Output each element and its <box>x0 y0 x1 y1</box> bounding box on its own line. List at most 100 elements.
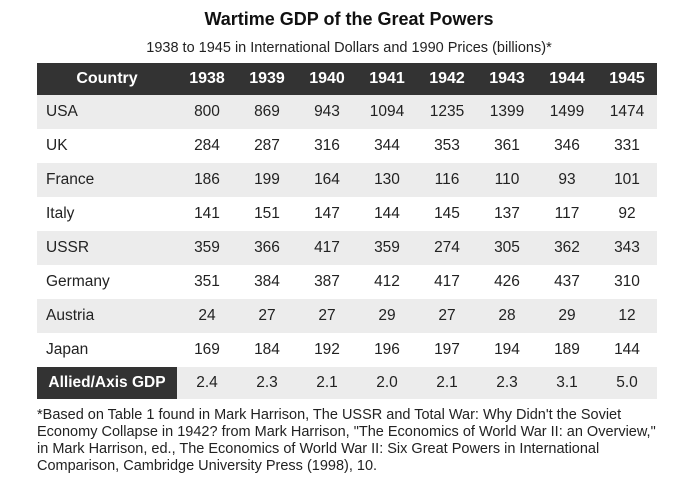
value-cell: 305 <box>477 231 537 265</box>
value-cell: 184 <box>237 333 297 367</box>
value-cell: 137 <box>477 197 537 231</box>
ratio-value-cell: 2.4 <box>177 367 237 399</box>
value-cell: 151 <box>237 197 297 231</box>
ratio-value-cell: 2.1 <box>297 367 357 399</box>
value-cell: 24 <box>177 299 237 333</box>
value-cell: 331 <box>597 129 657 163</box>
header-cell-year: 1941 <box>357 63 417 95</box>
value-cell: 287 <box>237 129 297 163</box>
country-cell: UK <box>37 129 177 163</box>
table-row: Japan 169 184 192 196 197 194 189 144 <box>37 333 657 367</box>
header-cell-year: 1944 <box>537 63 597 95</box>
country-cell: USA <box>37 95 177 129</box>
value-cell: 800 <box>177 95 237 129</box>
value-cell: 110 <box>477 163 537 197</box>
value-cell: 353 <box>417 129 477 163</box>
table-row: UK 284 287 316 344 353 361 346 331 <box>37 129 657 163</box>
table-row: France 186 199 164 130 116 110 93 101 <box>37 163 657 197</box>
value-cell: 387 <box>297 265 357 299</box>
header-cell-year: 1940 <box>297 63 357 95</box>
value-cell: 284 <box>177 129 237 163</box>
ratio-label-cell: Allied/Axis GDP <box>37 367 177 399</box>
value-cell: 93 <box>537 163 597 197</box>
value-cell: 189 <box>537 333 597 367</box>
value-cell: 412 <box>357 265 417 299</box>
value-cell: 164 <box>297 163 357 197</box>
value-cell: 192 <box>297 333 357 367</box>
footnote: *Based on Table 1 found in Mark Harrison… <box>37 407 656 474</box>
value-cell: 417 <box>417 265 477 299</box>
ratio-value-cell: 2.0 <box>357 367 417 399</box>
value-cell: 130 <box>357 163 417 197</box>
header-cell-year: 1939 <box>237 63 297 95</box>
value-cell: 943 <box>297 95 357 129</box>
value-cell: 92 <box>597 197 657 231</box>
value-cell: 147 <box>297 197 357 231</box>
value-cell: 359 <box>177 231 237 265</box>
header-cell-year: 1942 <box>417 63 477 95</box>
ratio-value-cell: 3.1 <box>537 367 597 399</box>
value-cell: 29 <box>357 299 417 333</box>
country-cell: Japan <box>37 333 177 367</box>
table-row: USSR 359 366 417 359 274 305 362 343 <box>37 231 657 265</box>
ratio-value-cell: 2.3 <box>477 367 537 399</box>
page-subtitle: 1938 to 1945 in International Dollars an… <box>146 40 552 56</box>
value-cell: 27 <box>297 299 357 333</box>
value-cell: 366 <box>237 231 297 265</box>
value-cell: 144 <box>357 197 417 231</box>
value-cell: 169 <box>177 333 237 367</box>
page-title: Wartime GDP of the Great Powers <box>204 9 494 29</box>
value-cell: 346 <box>537 129 597 163</box>
value-cell: 117 <box>537 197 597 231</box>
country-cell: USSR <box>37 231 177 265</box>
value-cell: 194 <box>477 333 537 367</box>
value-cell: 1474 <box>597 95 657 129</box>
value-cell: 361 <box>477 129 537 163</box>
country-cell: France <box>37 163 177 197</box>
value-cell: 196 <box>357 333 417 367</box>
value-cell: 1235 <box>417 95 477 129</box>
value-cell: 27 <box>237 299 297 333</box>
value-cell: 101 <box>597 163 657 197</box>
header-cell-year: 1943 <box>477 63 537 95</box>
country-cell: Austria <box>37 299 177 333</box>
value-cell: 197 <box>417 333 477 367</box>
value-cell: 316 <box>297 129 357 163</box>
ratio-value-cell: 5.0 <box>597 367 657 399</box>
value-cell: 343 <box>597 231 657 265</box>
table-row: Italy 141 151 147 144 145 137 117 92 <box>37 197 657 231</box>
value-cell: 145 <box>417 197 477 231</box>
value-cell: 362 <box>537 231 597 265</box>
header-cell-year: 1938 <box>177 63 237 95</box>
value-cell: 384 <box>237 265 297 299</box>
value-cell: 274 <box>417 231 477 265</box>
value-cell: 344 <box>357 129 417 163</box>
value-cell: 186 <box>177 163 237 197</box>
country-cell: Italy <box>37 197 177 231</box>
value-cell: 141 <box>177 197 237 231</box>
gdp-table: Country 1938 1939 1940 1941 1942 1943 19… <box>37 63 657 399</box>
value-cell: 310 <box>597 265 657 299</box>
value-cell: 437 <box>537 265 597 299</box>
header-cell-year: 1945 <box>597 63 657 95</box>
table-row: Germany 351 384 387 412 417 426 437 310 <box>37 265 657 299</box>
value-cell: 12 <box>597 299 657 333</box>
value-cell: 28 <box>477 299 537 333</box>
table-row: Austria 24 27 27 29 27 28 29 12 <box>37 299 657 333</box>
value-cell: 1399 <box>477 95 537 129</box>
ratio-value-cell: 2.1 <box>417 367 477 399</box>
value-cell: 359 <box>357 231 417 265</box>
value-cell: 417 <box>297 231 357 265</box>
header-cell-country: Country <box>37 63 177 95</box>
value-cell: 199 <box>237 163 297 197</box>
table-row: USA 800 869 943 1094 1235 1399 1499 1474 <box>37 95 657 129</box>
value-cell: 27 <box>417 299 477 333</box>
table-header-row: Country 1938 1939 1940 1941 1942 1943 19… <box>37 63 657 95</box>
value-cell: 1499 <box>537 95 597 129</box>
ratio-value-cell: 2.3 <box>237 367 297 399</box>
value-cell: 144 <box>597 333 657 367</box>
country-cell: Germany <box>37 265 177 299</box>
value-cell: 351 <box>177 265 237 299</box>
value-cell: 116 <box>417 163 477 197</box>
value-cell: 426 <box>477 265 537 299</box>
